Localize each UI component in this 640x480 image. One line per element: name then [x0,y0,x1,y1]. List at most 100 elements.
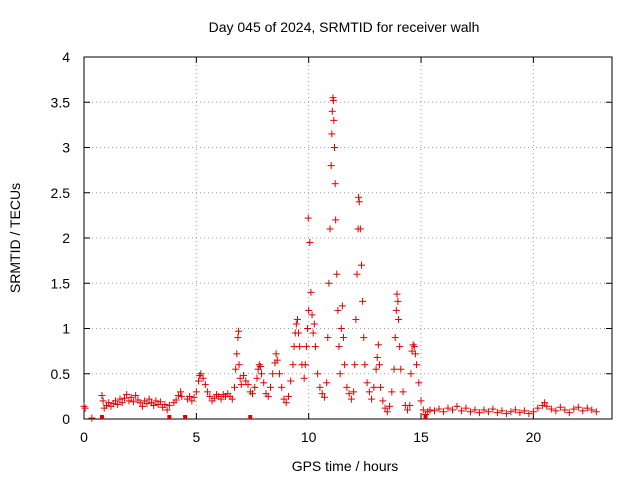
data-point [352,315,360,323]
data-point [356,225,364,233]
x-tick-labels: 0 5 10 15 20 [80,429,541,445]
y-tick-label: 0 [62,411,70,427]
data-point [287,377,295,385]
data-point [314,370,322,378]
data-point [360,334,368,342]
data-point [331,144,339,151]
data-point [123,391,131,399]
data-point [105,399,113,407]
data-point [190,393,198,401]
data-point [228,395,236,403]
data-point [484,408,492,416]
data-point [347,395,355,403]
data-point [350,388,358,396]
data-point [197,370,205,378]
data-point [296,343,304,351]
data-point [248,415,253,419]
data-point [233,350,241,358]
data-point [192,388,200,396]
y-tick-label: 2.5 [51,185,71,201]
data-point [324,334,332,342]
data-point [541,399,549,407]
data-point [186,392,194,400]
data-point [199,374,207,382]
data-point [138,402,146,410]
data-point [374,341,382,349]
data-point [282,399,290,407]
data-point [266,383,274,391]
y-tick-labels: 0 0.5 1 1.5 2 2.5 3 3.5 4 [51,49,71,427]
data-point [249,390,257,398]
data-point [579,407,587,415]
data-point [231,383,239,391]
data-point [565,409,573,417]
data-point [242,377,250,385]
data-point [145,395,153,403]
data-point [127,393,135,401]
data-point [333,270,341,278]
data-point [411,350,419,358]
data-point [365,388,373,396]
data-point [373,353,381,361]
data-point [552,407,560,415]
data-point [353,270,361,278]
data-point [407,370,415,378]
data-point [310,320,318,328]
y-axis-label: SRMTID / TECUs [7,183,23,293]
data-point [120,394,128,402]
data-point [318,390,326,398]
data-point [253,374,261,382]
data-point [272,350,280,358]
x-tick-label: 20 [526,429,542,445]
data-point [340,334,348,342]
data-point [232,365,240,373]
data-point [386,402,394,410]
data-point [292,320,300,328]
data-point [375,361,383,369]
data-point [255,361,263,369]
data-point [98,391,106,399]
data-point [308,311,316,319]
data-point [439,408,447,416]
data-point [328,107,336,115]
data-point [457,407,465,415]
data-point [396,343,404,351]
data-point [167,415,172,419]
data-point [88,414,96,422]
data-point [543,402,551,410]
data-point [309,329,317,337]
data-point [125,397,133,405]
data-point [269,370,277,378]
data-point [235,327,243,335]
data-point [323,379,331,387]
data-point [480,406,488,414]
data-point [338,302,346,310]
data-point [206,392,214,400]
axis-ticks [83,56,612,420]
data-point [448,406,456,414]
data-point [311,343,319,351]
data-point [395,315,403,323]
data-point [304,325,312,332]
data-point [183,415,188,419]
data-point [423,415,428,419]
grid-lines [84,57,612,419]
data-point [99,397,107,405]
data-point [332,216,340,224]
data-point [240,372,248,380]
data-point [383,408,391,416]
data-point [320,393,328,401]
data-point [306,239,314,247]
data-point [415,379,423,387]
data-point [507,408,515,416]
data-point [143,400,151,408]
data-point [341,361,349,369]
data-point [361,361,369,369]
data-point [114,401,122,409]
data-point [489,405,497,413]
data-point [431,407,439,415]
y-tick-label: 1 [62,321,70,337]
data-point [570,405,578,413]
data-point [256,363,264,371]
data-point [355,193,363,201]
